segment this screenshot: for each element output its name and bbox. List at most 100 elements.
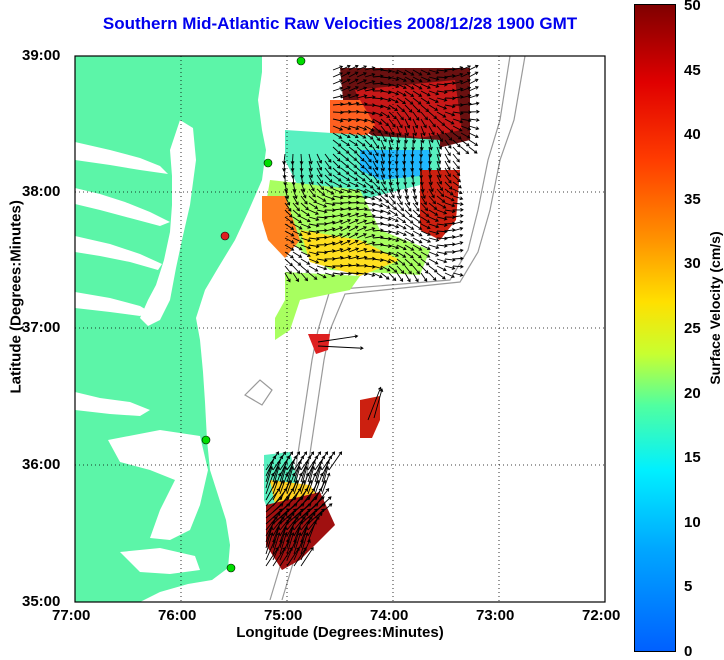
velocity-arrow (272, 532, 281, 555)
velocity-arrow (272, 525, 281, 549)
velocity-arrow (348, 174, 359, 181)
velocity-arrow (316, 195, 327, 202)
velocity-arrow (404, 90, 415, 97)
velocity-arrow (420, 223, 431, 230)
velocity-arrow (420, 125, 426, 137)
velocity-arrow (300, 251, 311, 257)
velocity-arrow (332, 213, 344, 218)
velocity-arrow (364, 125, 375, 132)
velocity-arrow (460, 72, 471, 78)
velocity-arrow (293, 525, 302, 549)
velocity-arrow (286, 546, 300, 567)
velocity-arrow (452, 72, 464, 78)
velocity-arrow (428, 202, 438, 211)
colorbar-tick: 35 (684, 191, 701, 208)
velocity-arrow (380, 104, 391, 110)
velocity-arrow (356, 167, 366, 176)
velocity-arrow (404, 125, 410, 137)
velocity-arrow (372, 104, 384, 109)
velocity-arrow (332, 72, 344, 78)
velocity-arrow (372, 195, 383, 202)
velocity-arrow (444, 167, 451, 178)
velocity-arrow (452, 146, 461, 156)
velocity-arrow (372, 242, 384, 247)
velocity-arrow (404, 258, 414, 267)
velocity-arrow (396, 97, 407, 105)
velocity-arrow (364, 160, 372, 170)
velocity-arrow (332, 181, 343, 188)
velocity-arrow (316, 188, 326, 197)
sound-1 (75, 392, 150, 416)
velocity-arrow (332, 118, 344, 123)
velocity-arrow (265, 488, 281, 507)
velocity-arrow (460, 86, 472, 92)
velocity-arrow (396, 202, 405, 212)
velocity-arrow (396, 90, 407, 97)
velocity-arrow (300, 202, 309, 211)
velocity-arrow (265, 496, 283, 513)
velocity-arrow (388, 265, 398, 273)
velocity-arrow (279, 539, 290, 561)
velocity-arrow (332, 65, 344, 71)
velocity-arrow (340, 78, 351, 85)
velocity-arrow (300, 195, 308, 205)
velocity-arrow (460, 132, 471, 139)
velocity-arrow (380, 153, 385, 165)
velocity-arrow (284, 188, 290, 200)
velocity-arrow (388, 125, 395, 136)
velocity-arrow (404, 195, 411, 206)
velocity-arrow (300, 216, 311, 223)
velocity-arrow (356, 153, 365, 162)
velocity-arrow (332, 226, 344, 232)
velocity-arrow (292, 195, 299, 206)
velocity-arrow (316, 265, 328, 271)
velocity-arrow (452, 241, 464, 246)
velocity-arrow (436, 258, 448, 264)
velocity-arrow (348, 160, 358, 169)
velocity-arrow (332, 248, 344, 253)
velocity-arrow (292, 244, 303, 251)
velocity-arrow (356, 125, 368, 131)
velocity-arrow (420, 258, 430, 266)
velocity-arrow (396, 258, 406, 266)
velocity-arrow (372, 153, 379, 164)
velocity-arrow (332, 167, 342, 176)
river-1 (75, 142, 168, 174)
velocity-arrow (468, 78, 479, 85)
velocity-arrow (340, 93, 352, 99)
velocity-arrow (468, 101, 480, 106)
velocity-arrow (332, 94, 344, 99)
velocity-arrow (340, 206, 352, 211)
velocity-arrow (452, 79, 464, 85)
velocity-arrow (373, 388, 384, 419)
velocity-arrow (324, 202, 336, 207)
velocity-arrow (348, 153, 358, 162)
velocity-arrow (300, 272, 309, 282)
velocity-arrow (452, 125, 463, 132)
station-marker (296, 56, 306, 66)
velocity-arrow (420, 265, 429, 274)
velocity-arrow (372, 146, 379, 157)
colorbar-tick: 10 (684, 514, 701, 531)
y-tick: 38:00 (22, 183, 61, 200)
velocity-arrow (286, 472, 296, 495)
velocity-arrow (412, 118, 419, 129)
velocity-arrow (436, 97, 448, 102)
velocity-arrow (444, 188, 454, 196)
velocity-arrow (317, 334, 359, 343)
velocity-arrow (396, 209, 406, 218)
velocity-arrow (388, 237, 400, 243)
velocity-arrow (300, 525, 309, 549)
velocity-arrow (412, 195, 419, 206)
velocity-arrow (348, 101, 360, 106)
velocity-arrow (284, 209, 293, 218)
velocity-arrow (340, 239, 351, 246)
velocity-arrow (265, 460, 274, 483)
velocity-arrow (444, 160, 451, 171)
velocity-arrow (380, 195, 390, 204)
velocity-arrow (412, 90, 423, 97)
velocity-arrow (388, 118, 396, 128)
velocity-arrow (332, 86, 344, 92)
velocity-arrow (420, 132, 425, 144)
